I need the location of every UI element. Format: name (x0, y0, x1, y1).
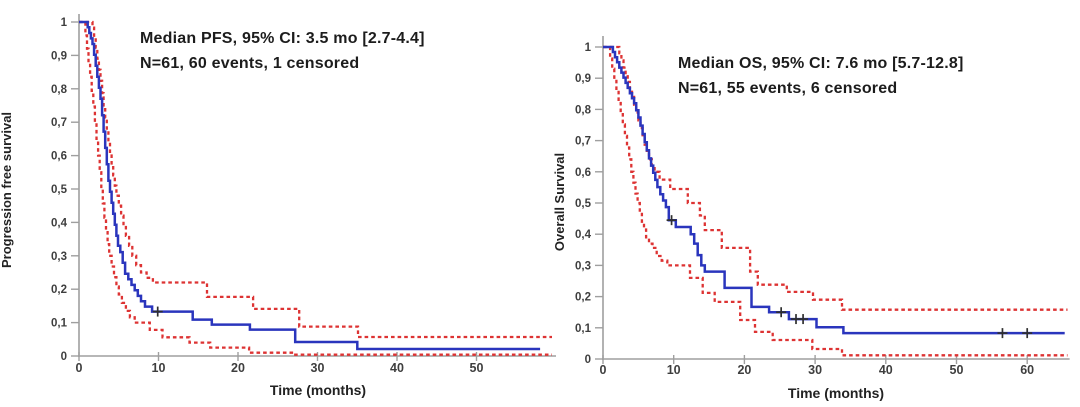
os-x-tick-label: 40 (879, 363, 893, 377)
pfs-x-tick-label: 50 (470, 361, 484, 375)
pfs-x-axis-title: Time (months) (270, 382, 366, 398)
os-chart-title: Median OS, 95% CI: 7.6 mo [5.7-12.8] N=6… (678, 51, 964, 101)
os-censor-mark (798, 314, 809, 325)
pfs-y-tick-label: 0,9 (51, 50, 67, 62)
os-x-tick-label: 20 (737, 363, 751, 377)
os-censor-mark (997, 328, 1008, 339)
os-censor-mark (1022, 328, 1033, 339)
pfs-x-tick-label: 30 (311, 361, 325, 375)
os-ci-lower-curve (603, 45, 1068, 357)
os-y-tick-label: 0,4 (575, 229, 592, 241)
pfs-y-tick-label: 0,5 (51, 184, 68, 196)
os-y-tick-label: 0 (585, 354, 591, 366)
pfs-x-tick-label: 40 (390, 361, 404, 375)
pfs-y-tick-label: 1 (61, 17, 68, 29)
pfs-km-curve (79, 20, 541, 351)
os-x-tick-label: 10 (667, 363, 681, 377)
os-y-tick-label: 1 (585, 42, 592, 54)
os-x-tick-label: 50 (950, 363, 964, 377)
pfs-y-tick-label: 0,6 (51, 151, 67, 163)
pfs-ci-lower-curve (79, 20, 552, 356)
os-x-tick-label: 30 (808, 363, 822, 377)
pfs-ci-upper-curve (79, 20, 552, 339)
pfs-y-axis-title: Progression free survival (0, 112, 14, 268)
os-censor-mark (666, 215, 677, 226)
os-x-axis-title: Time (months) (788, 385, 884, 401)
os-y-tick-label: 0,7 (575, 136, 591, 148)
os-x-tick-label: 60 (1020, 363, 1034, 377)
pfs-chart-title: Median PFS, 95% CI: 3.5 mo [2.7-4.4] N=6… (140, 26, 425, 76)
pfs-x-tick-label: 20 (231, 361, 245, 375)
os-y-axis-title: Overall Survival (552, 153, 567, 251)
os-y-tick-label: 0,1 (575, 323, 592, 335)
pfs-y-tick-label: 0,2 (51, 284, 67, 296)
os-y-tick-label: 0,3 (575, 260, 591, 272)
os-title-line2: N=61, 55 events, 6 censored (678, 80, 898, 97)
os-title-line1: Median OS, 95% CI: 7.6 mo [5.7-12.8] (678, 55, 964, 72)
os-y-tick-label: 0,9 (575, 73, 591, 85)
pfs-censor-mark (152, 306, 163, 317)
pfs-y-tick-label: 0,8 (51, 84, 68, 96)
os-ci-upper-curve (603, 45, 1068, 311)
os-y-tick-label: 0,2 (575, 292, 591, 304)
pfs-x-tick-label: 10 (152, 361, 166, 375)
os-km-curve (603, 45, 1065, 335)
pfs-y-tick-label: 0,7 (51, 117, 67, 129)
os-x-tick-label: 0 (600, 363, 607, 377)
pfs-y-tick-label: 0 (61, 351, 67, 363)
os-y-tick-label: 0,6 (575, 167, 591, 179)
pfs-title-line2: N=61, 60 events, 1 censored (140, 55, 360, 72)
os-y-tick-label: 0,5 (575, 198, 592, 210)
pfs-y-tick-label: 0,4 (51, 217, 68, 229)
os-y-tick-label: 0,8 (575, 104, 592, 116)
pfs-y-tick-label: 0,1 (51, 318, 68, 330)
pfs-x-tick-label: 0 (76, 361, 83, 375)
os-censor-mark (776, 307, 787, 318)
pfs-title-line1: Median PFS, 95% CI: 3.5 mo [2.7-4.4] (140, 30, 425, 47)
pfs-y-tick-label: 0,3 (51, 251, 67, 263)
